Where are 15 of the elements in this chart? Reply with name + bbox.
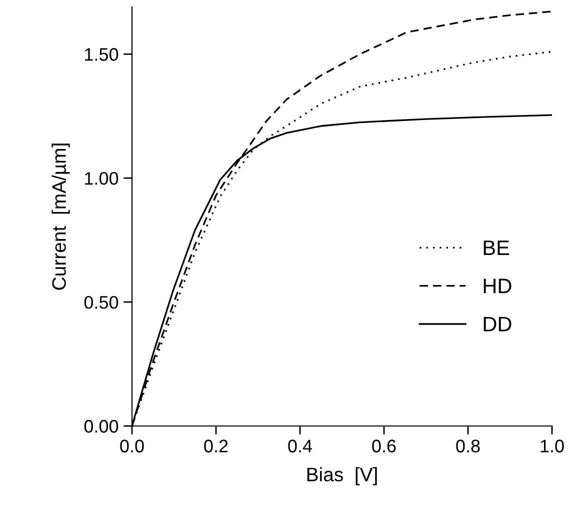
- y-tick-label: 0.00: [84, 420, 118, 433]
- x-tick-label: 0.4: [288, 440, 312, 452]
- y-tick-label: 1.50: [85, 48, 118, 61]
- x-tick-label: 0.2: [204, 440, 228, 452]
- x-axis-title: Bias [V]: [307, 467, 377, 486]
- x-tick-label: 1.0: [540, 440, 564, 452]
- y-tick-label: 1.00: [85, 172, 118, 185]
- y-tick-label: 0.50: [84, 296, 118, 309]
- legend-label: DD: [484, 316, 512, 332]
- y-axis-title: Current [mA/µm]: [52, 144, 70, 290]
- x-tick-label: 0.0: [120, 440, 144, 452]
- legend-label: BE: [484, 240, 510, 255]
- x-tick-label: 0.8: [456, 440, 480, 452]
- x-tick-label: 0.6: [372, 440, 396, 452]
- legend-label: HD: [484, 278, 512, 294]
